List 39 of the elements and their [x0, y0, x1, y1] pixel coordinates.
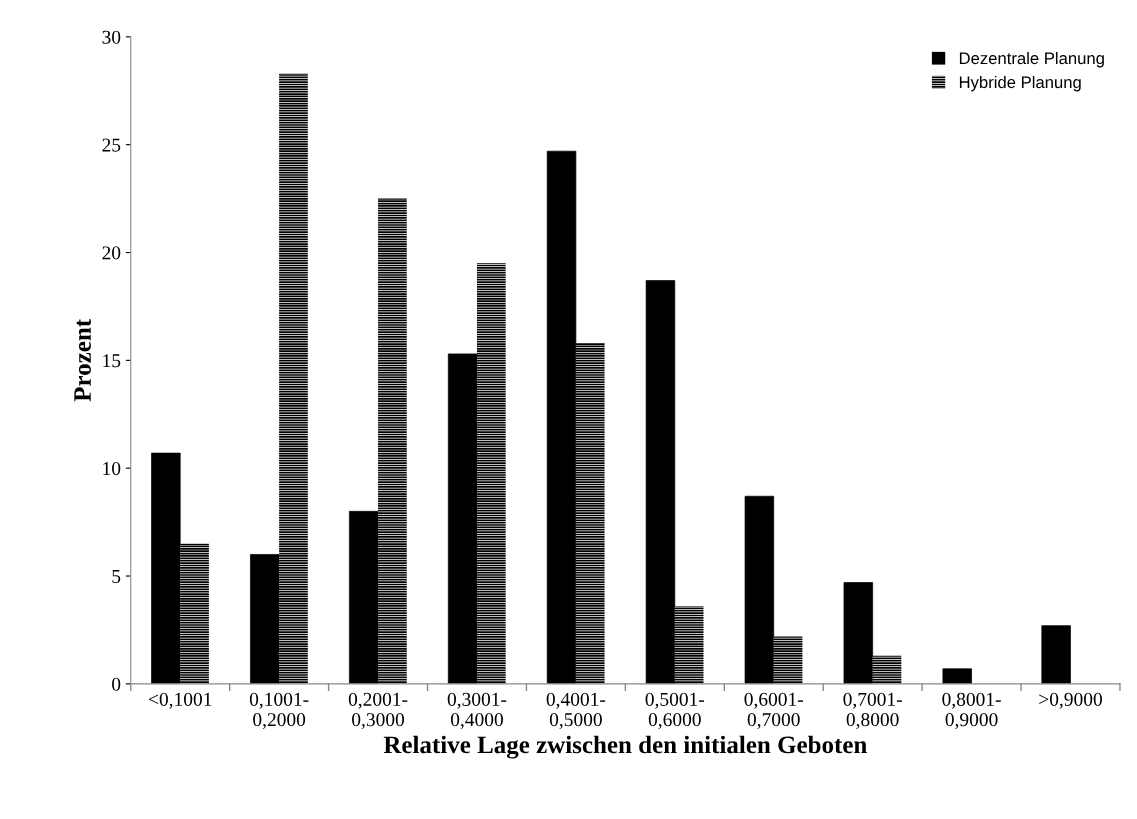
y-tick-label: 0: [112, 677, 121, 691]
x-tick-label: 0,2001- 0,3000: [348, 692, 408, 730]
x-tick-label: 0,5001- 0,6000: [645, 692, 705, 730]
bar: [250, 554, 280, 684]
bar: [180, 543, 209, 684]
bar: [674, 606, 704, 684]
x-tick-label: 0,8001- 0,9000: [942, 692, 1001, 730]
x-tick-label: 0,7001- 0,8000: [843, 692, 902, 730]
bar: [1041, 625, 1071, 684]
bar: [575, 343, 605, 684]
bar: [872, 655, 902, 684]
y-axis-title: Prozent: [74, 319, 91, 402]
y-tick-label: 15: [103, 354, 121, 368]
y-tick-label: 5: [112, 570, 121, 583]
bar: [447, 353, 478, 684]
bar: [378, 198, 407, 684]
bar: [349, 510, 379, 684]
y-tick-label: 10: [103, 462, 121, 476]
bar: [546, 150, 577, 684]
bar: [744, 495, 775, 684]
legend-label: Dezentrale Planung: [959, 51, 1104, 68]
y-tick-label: 30: [102, 30, 121, 44]
x-tick-label: >0,9000: [1039, 692, 1102, 709]
bar: [476, 263, 506, 684]
x-axis-title: Relative Lage zwischen den initialen Geboten: [383, 735, 867, 759]
legend-label: Hybride Planung: [959, 75, 1081, 92]
x-tick-label: 0,3001- 0,4000: [447, 692, 507, 730]
x-tick-label: 0,4001- 0,5000: [546, 692, 606, 730]
bar: [279, 73, 308, 684]
x-tick-label: 0,6001- 0,7000: [744, 692, 803, 730]
bar: [773, 636, 803, 684]
x-tick-label: <0,1001: [148, 692, 212, 709]
bar: [942, 668, 972, 684]
y-tick-label: 25: [102, 138, 121, 152]
bar: [645, 280, 676, 684]
x-tick-label: 0,1001- 0,2000: [249, 692, 309, 730]
bar: [843, 582, 873, 684]
bar: [151, 452, 181, 684]
y-tick-label: 20: [102, 246, 121, 260]
